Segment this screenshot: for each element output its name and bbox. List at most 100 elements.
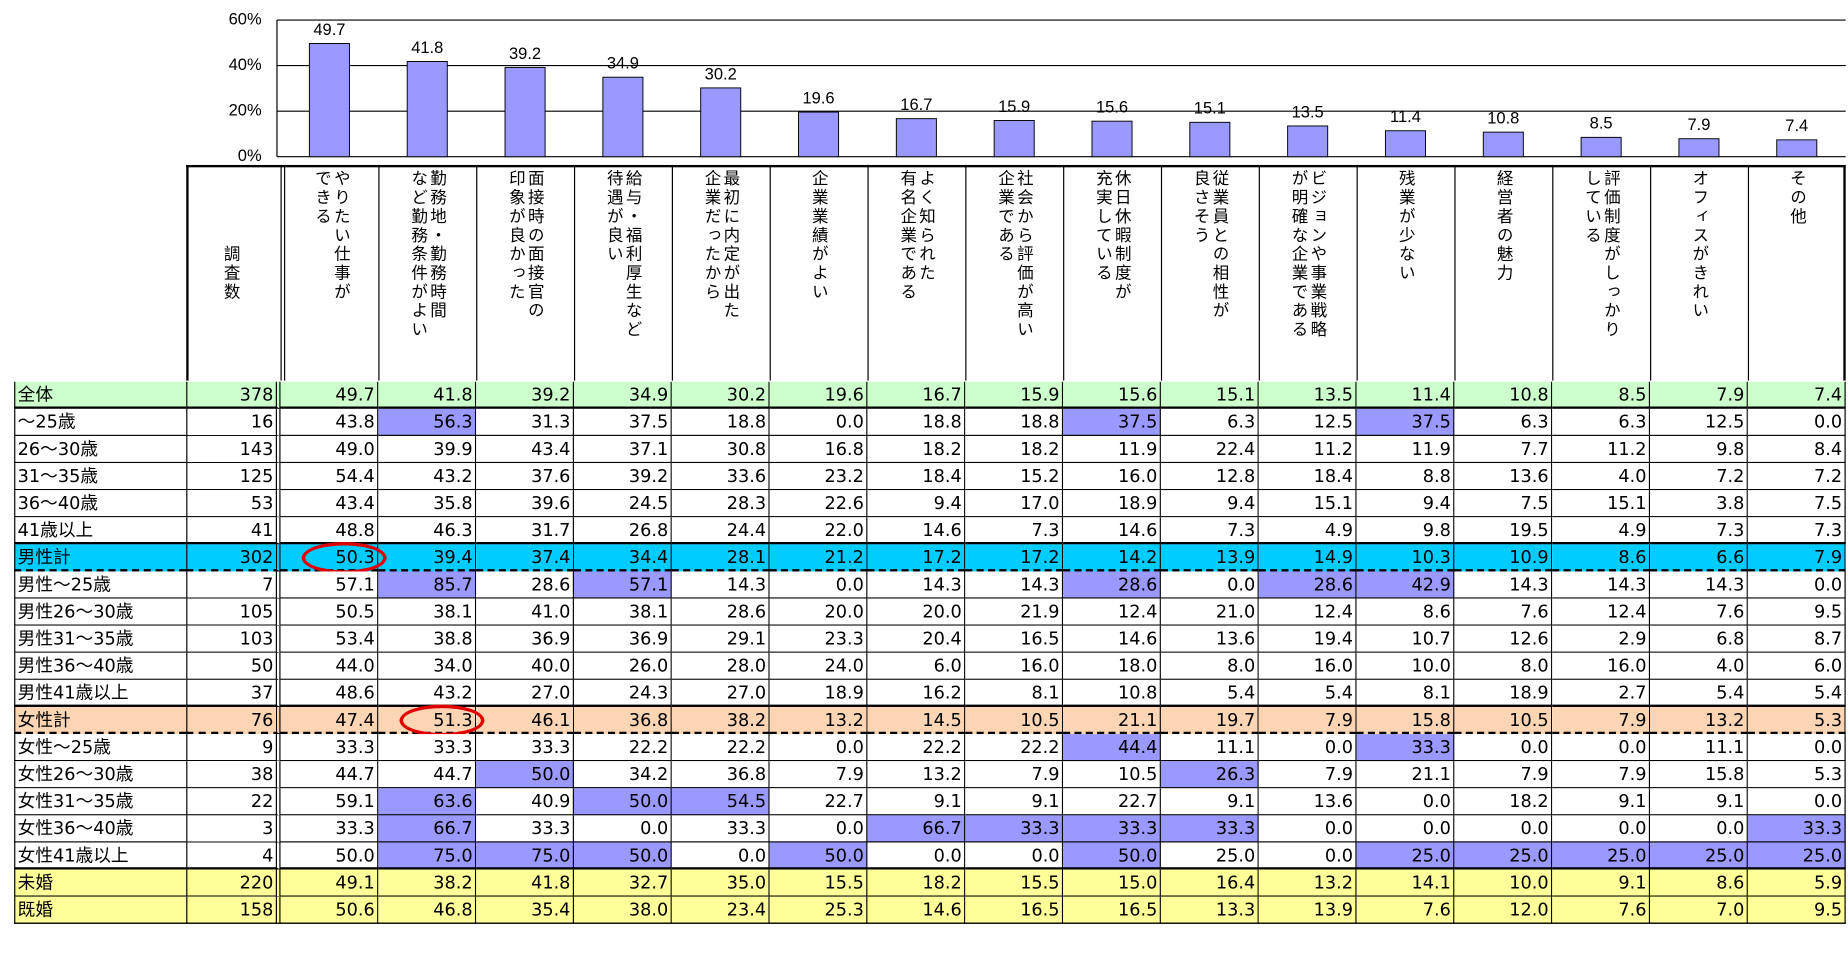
value-label: 7.9 [1687,116,1710,134]
value-label: 15.9 [998,98,1030,116]
value-label: 19.6 [802,89,834,107]
cell: 2.7 [1552,679,1651,707]
cell: 19.5 [1454,517,1553,545]
cell: 9.5 [1747,598,1846,626]
header-line: 経営者の魅力 [1494,169,1514,283]
cell: 9.1 [1160,788,1259,816]
row-count: 220 [186,869,281,897]
cell: 14.2 [1063,544,1161,572]
cell: 25.3 [769,896,868,924]
cell: 15.8 [1356,706,1455,735]
cell: 16.7 [867,381,966,409]
value-label: 15.1 [1194,100,1226,118]
cell: 7.7 [1454,435,1553,464]
row-count: 7 [186,571,281,599]
cell: 12.4 [1258,598,1357,626]
cell: 0.0 [769,571,868,599]
cell: 48.8 [280,517,379,545]
cell: 35.4 [476,896,574,924]
cell: 14.6 [1063,625,1161,653]
column-header: よく知られた 有名企業である [867,164,965,381]
cell: 28.6 [671,598,770,626]
row-label: 男性～25歳 [14,571,187,599]
cell: 22.6 [769,490,868,518]
cell: 14.3 [965,571,1064,599]
cell: 7.9 [769,761,868,789]
cell: 7.6 [1356,896,1455,924]
column-header-text: 最初に内定が出た 企業だったから [702,170,740,321]
cell: 18.9 [1454,679,1553,707]
row-count: 143 [186,435,281,464]
cell: 0.0 [1258,734,1357,762]
row-label: 女性計 [14,706,187,735]
header-line: 企業だったから [702,169,722,302]
y-tick-label: 60% [229,10,262,28]
cell: 7.9 [965,761,1064,789]
cell: 7.6 [1454,598,1553,626]
cell: 6.3 [1552,408,1651,436]
cell: 16.5 [1063,896,1161,924]
header-line: 面接時の面接官の [525,169,545,321]
cell: 37.5 [1063,408,1161,436]
cell: 34.0 [378,652,477,680]
cell: 12.8 [1160,463,1259,491]
cell: 11.4 [1356,381,1455,409]
column-header-text: 経営者の魅力 [1494,170,1513,283]
cell: 38.2 [671,706,770,735]
cell: 14.6 [867,896,966,924]
cell: 18.8 [671,408,770,436]
cell: 24.4 [671,517,770,545]
cell: 33.3 [965,815,1064,843]
cell: 50.0 [280,842,379,870]
header-line: 印象が良かった [506,169,526,302]
cell: 13.2 [867,761,966,789]
cell: 22.4 [1160,435,1259,464]
row-label: 女性36～40歳 [14,815,187,843]
cell: 8.0 [1160,652,1259,680]
header-line: 従業員との相性が [1210,169,1230,321]
column-header: 最初に内定が出た 企業だったから [671,164,770,381]
cell: 26.8 [573,517,672,545]
cell: 0.0 [1160,571,1259,599]
cell: 28.6 [1258,571,1357,599]
row-label: 女性～25歳 [14,734,187,762]
cell: 5.4 [1160,679,1259,707]
cell: 21.2 [769,544,868,572]
cell: 14.6 [867,517,966,545]
cell: 7.4 [1747,381,1846,409]
bar [1091,120,1133,158]
cell: 8.6 [1650,869,1748,897]
cell: 13.2 [1258,869,1357,897]
column-header: 休日休暇制度が 充実している [1063,164,1161,381]
cell: 14.3 [867,571,966,599]
cell: 43.2 [378,463,477,491]
cell: 36.9 [573,625,672,653]
row-count: 302 [186,544,281,572]
cell: 18.4 [867,463,966,491]
cell: 23.4 [671,896,770,924]
cell: 30.8 [671,435,770,464]
cell: 17.0 [965,490,1064,518]
cell: 63.6 [378,788,477,816]
cell: 19.6 [769,381,868,409]
cell: 9.1 [1552,788,1651,816]
cell: 20.4 [867,625,966,653]
header-line: 良さそう [1191,169,1211,246]
cell: 15.9 [965,381,1064,409]
row-label: 女性26～30歳 [14,761,187,789]
cell: 13.2 [769,706,868,735]
row-label: 26～30歳 [14,435,187,464]
cell: 33.3 [476,734,574,762]
header-line: 待遇が良い [604,169,624,264]
cell: 14.3 [1650,571,1748,599]
header-line: やりたい仕事が [331,169,351,302]
cell: 13.6 [1454,463,1553,491]
cell: 25.0 [1650,842,1748,870]
cell: 18.2 [965,435,1064,464]
cell: 9.8 [1356,517,1455,545]
row-label: 女性41歳以上 [14,842,187,870]
cell: 33.3 [280,734,379,762]
cell: 75.0 [476,842,574,870]
bar [700,87,742,158]
value-label: 39.2 [509,45,541,63]
